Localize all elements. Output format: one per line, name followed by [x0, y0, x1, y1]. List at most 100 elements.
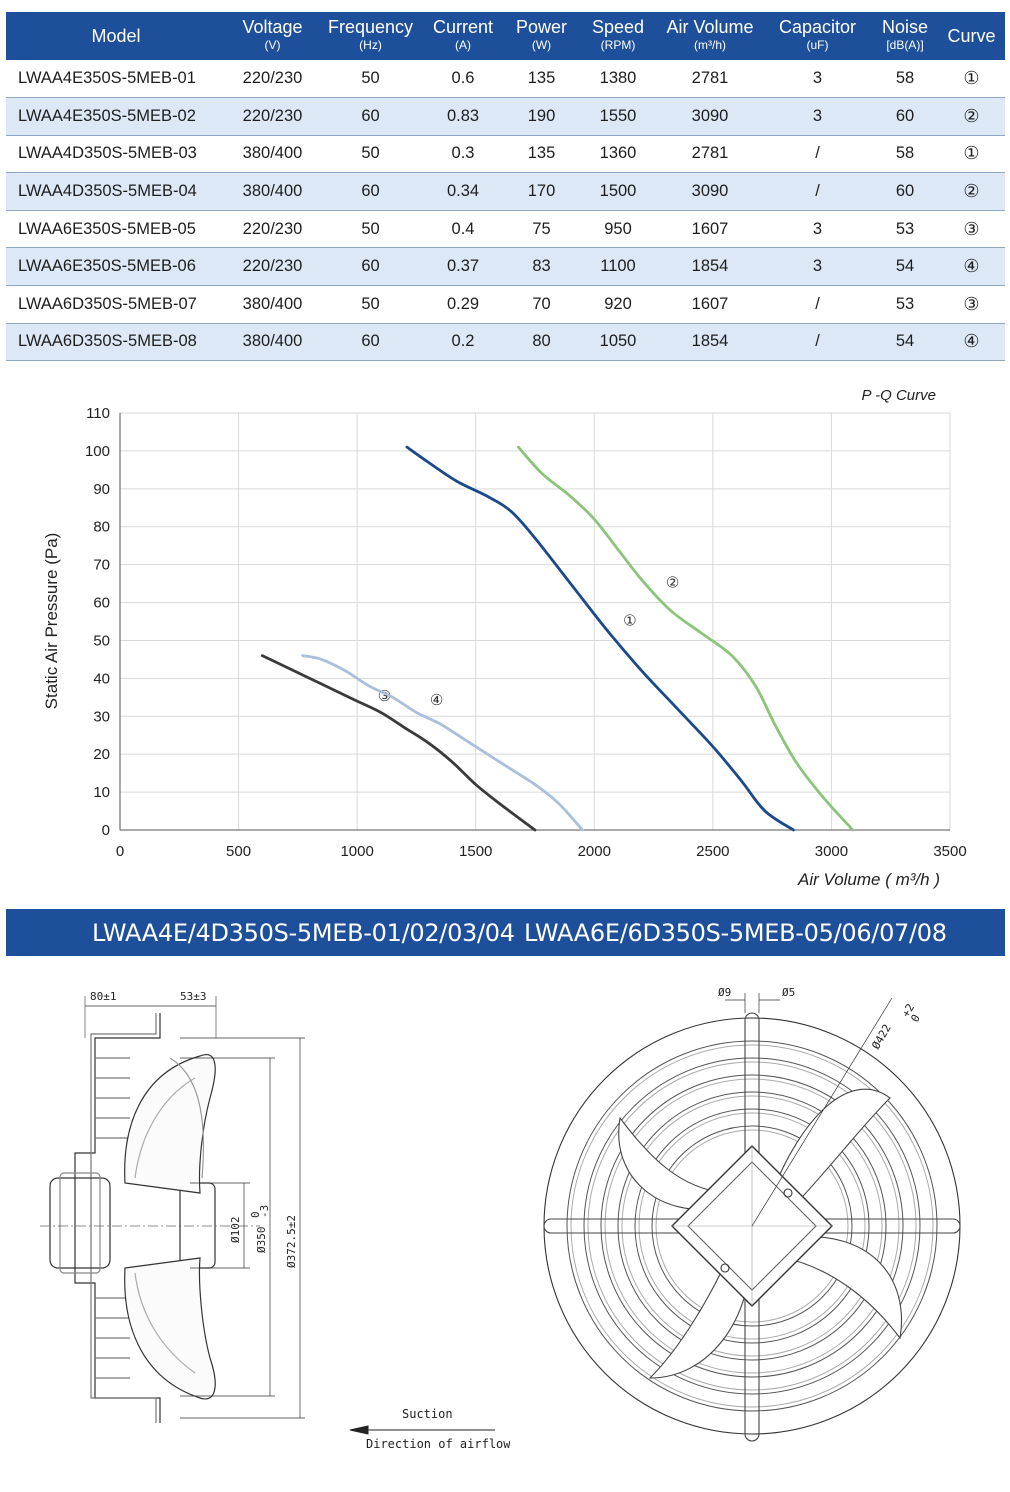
table-cell-curve: ① — [938, 135, 1005, 174]
table-cell-frequency: 50 — [319, 210, 422, 249]
model-banner: LWAA4E/4D350S-5MEB-01/02/03/04 LWAA6E/6D… — [6, 909, 1005, 956]
table-cell-current: 0.3 — [422, 135, 504, 174]
table-cell-voltage: 220/230 — [226, 247, 319, 287]
y-tick-label: 0 — [102, 822, 110, 839]
table-cell-frequency: 50 — [319, 60, 422, 99]
table-cell-voltage: 380/400 — [226, 323, 319, 362]
table-cell-frequency: 60 — [319, 247, 422, 287]
dim-hub-diameter: Ø102 — [229, 1217, 242, 1244]
chart-grid — [119, 412, 951, 831]
table-cell-model: LWAA4D350S-5MEB-03 — [6, 135, 226, 174]
x-tick-label: 2000 — [578, 843, 611, 860]
table-cell-air-volume: 1854 — [657, 247, 763, 287]
table-cell-curve: ③ — [938, 285, 1005, 324]
x-tick-label: 3500 — [933, 843, 966, 860]
table-cell-air-volume: 1607 — [657, 210, 763, 249]
header-air-volume: Air Volume (m³/h) — [657, 12, 763, 60]
table-cell-power: 70 — [504, 285, 579, 324]
banner-model-series-4pole: LWAA4E/4D350S-5MEB-01/02/03/04 — [92, 919, 515, 947]
table-cell-capacitor: 3 — [763, 247, 872, 287]
chart-title: P -Q Curve — [862, 387, 936, 404]
header-label: Voltage — [242, 17, 303, 37]
table-cell-air-volume: 3090 — [657, 172, 763, 211]
table-cell-air-volume: 1607 — [657, 285, 763, 324]
y-tick-label: 20 — [93, 746, 110, 763]
header-unit: (Hz) — [359, 38, 382, 52]
guard-ring-inner — [570, 1044, 934, 1408]
dim-blade-tolerance-upper: 0 — [249, 1211, 262, 1218]
header-curve: Curve — [938, 12, 1005, 60]
table-row: LWAA6D350S-5MEB-08 380/400 60 0.2 80 1050 1854… — [6, 323, 1005, 362]
dim-blade-diameter: Ø350 — [255, 1227, 268, 1254]
header-current: Current (A) — [422, 12, 504, 60]
table-cell-power: 135 — [504, 60, 579, 99]
guard-ring — [617, 1091, 887, 1361]
header-label: Speed — [591, 17, 645, 37]
table-cell-model: LWAA4E350S-5MEB-01 — [6, 60, 226, 99]
table-cell-power: 135 — [504, 135, 579, 174]
guard-ring-inner — [604, 1078, 900, 1374]
table-cell-capacitor: / — [763, 135, 872, 174]
header-speed: Speed (RPM) — [579, 12, 657, 60]
table-cell-curve: ④ — [938, 247, 1005, 287]
header-label: Frequency — [327, 17, 414, 37]
table-header-row: Model Voltage (V) Frequency (Hz) Current (A) Po… — [6, 12, 1005, 60]
table-cell-capacitor: / — [763, 172, 872, 211]
table-cell-voltage: 220/230 — [226, 60, 319, 99]
x-tick-label: 500 — [226, 843, 251, 860]
series-line-1 — [405, 445, 795, 832]
header-unit: (m³/h) — [694, 38, 726, 52]
table-cell-speed: 1550 — [579, 97, 657, 136]
table-cell-power: 80 — [504, 323, 579, 362]
table-row: LWAA4D350S-5MEB-04 380/400 60 0.34 170 1500 30… — [6, 172, 1005, 211]
x-axis-title: Air Volume ( m³/h ) — [797, 870, 940, 889]
table-cell-frequency: 60 — [319, 323, 422, 362]
table-cell-noise: 58 — [872, 60, 938, 99]
table-cell-speed: 950 — [579, 210, 657, 249]
dim-large-hole: Ø9 — [718, 986, 731, 999]
table-cell-noise: 53 — [872, 285, 938, 324]
table-row: LWAA6E350S-5MEB-05 220/230 50 0.4 75 950 1607 3… — [6, 210, 1005, 249]
header-power: Power (W) — [504, 12, 579, 60]
table-cell-voltage: 380/400 — [226, 285, 319, 324]
table-cell-curve: ② — [938, 97, 1005, 136]
header-unit: (A) — [455, 38, 471, 52]
table-cell-noise: 53 — [872, 210, 938, 249]
table-cell-voltage: 380/400 — [226, 135, 319, 174]
y-tick-label: 60 — [93, 595, 110, 612]
table-cell-capacitor: 3 — [763, 60, 872, 99]
y-tick-label: 100 — [85, 443, 110, 460]
table-cell-air-volume: 2781 — [657, 60, 763, 99]
table-cell-power: 83 — [504, 247, 579, 287]
table-cell-current: 0.83 — [422, 97, 504, 136]
y-tick-label: 10 — [93, 784, 110, 801]
chart-axes: 0 500 1000 1500 2000 2500 3000 3500 0 10 20 30 40 50 6… — [85, 405, 967, 860]
table-row: LWAA6E350S-5MEB-06 220/230 60 0.37 83 1100 185… — [6, 247, 1005, 287]
dim-outer-tol-lower: 0 — [908, 1012, 923, 1024]
table-cell-frequency: 50 — [319, 285, 422, 324]
guard-ring-inner — [587, 1061, 917, 1391]
table-cell-speed: 1100 — [579, 247, 657, 287]
table-cell-speed: 1050 — [579, 323, 657, 362]
header-label: Capacitor — [778, 17, 857, 37]
dim-blade-tolerance: -3 — [258, 1205, 271, 1218]
header-label: Noise — [881, 17, 929, 37]
series-line-2 — [517, 445, 855, 832]
y-tick-label: 40 — [93, 670, 110, 687]
table-cell-capacitor: / — [763, 323, 872, 362]
table-cell-noise: 58 — [872, 135, 938, 174]
table-row: LWAA6D350S-5MEB-07 380/400 50 0.29 70 920 1607… — [6, 285, 1005, 324]
y-tick-label: 110 — [86, 405, 110, 422]
guard-ring — [583, 1057, 921, 1395]
header-label: Curve — [947, 26, 996, 46]
header-unit: (uF) — [806, 38, 829, 52]
header-label: Model — [91, 26, 141, 46]
note-airflow-direction: Direction of airflow"S" — [366, 1437, 510, 1451]
table-cell-model: LWAA4D350S-5MEB-04 — [6, 172, 226, 211]
y-tick-label: 70 — [93, 557, 110, 574]
table-cell-speed: 920 — [579, 285, 657, 324]
table-cell-noise: 54 — [872, 247, 938, 287]
dim-guard-offset: 53±3 — [180, 990, 207, 1003]
table-cell-curve: ① — [938, 60, 1005, 99]
table-row: LWAA4E350S-5MEB-01 220/230 50 0.6 135 1380 278… — [6, 60, 1005, 99]
